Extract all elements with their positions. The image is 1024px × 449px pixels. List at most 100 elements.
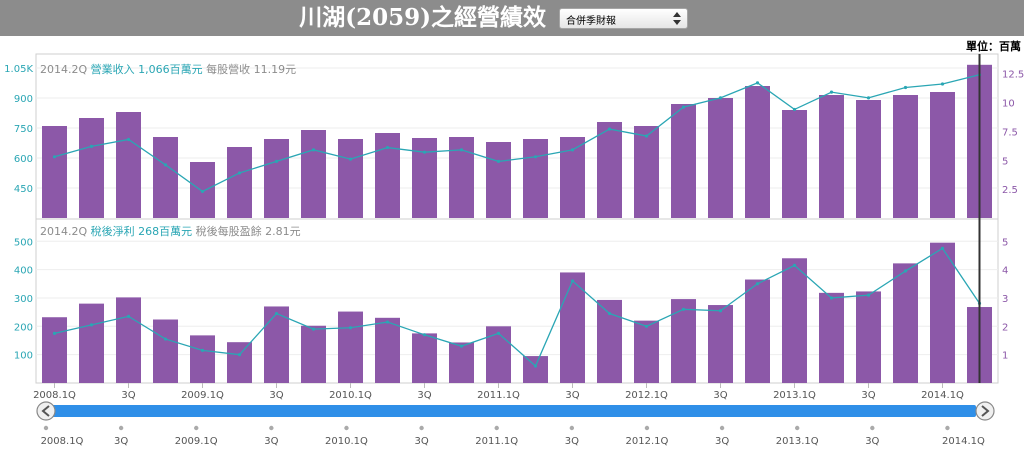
point-每股營收 — [385, 145, 390, 150]
navigator-tick-dot — [494, 425, 499, 431]
navigator-tick-label: 2012.1Q — [626, 436, 669, 447]
point-每股營收 — [644, 134, 649, 138]
point-稅後每股盈餘 — [126, 314, 131, 318]
navigator-tick-label: 3Q — [865, 436, 879, 447]
navigator-tick-label: 2013.1Q — [776, 436, 819, 447]
left-arrow-glyph — [41, 405, 50, 417]
report-type-select[interactable]: 合併季財報 — [559, 8, 688, 29]
point-稅後每股盈餘 — [940, 246, 945, 250]
x-tick-label: 2010.1Q — [329, 390, 372, 401]
point-每股營收 — [348, 157, 353, 161]
point-稅後每股盈餘 — [385, 320, 390, 324]
x-tick-label: 2013.1Q — [773, 390, 816, 401]
y-right-tick-label: 5 — [1002, 237, 1008, 248]
point-稅後每股盈餘 — [681, 307, 686, 311]
bar-營業收入 — [227, 147, 252, 218]
panel1-revenue-per-share-label: 每股營收 11.19元 — [206, 63, 297, 76]
bar-營業收入 — [634, 126, 659, 218]
point-稅後每股盈餘 — [829, 296, 834, 300]
bar-營業收入 — [486, 142, 511, 218]
point-稅後每股盈餘 — [644, 324, 649, 328]
bar-營業收入 — [893, 95, 918, 218]
navigator-tick-label: 2008.1Q — [41, 436, 84, 447]
point-每股營收 — [829, 90, 834, 94]
y-right-tick-label: 5 — [1002, 156, 1008, 167]
point-稅後每股盈餘 — [792, 263, 797, 267]
bar-稅後淨利 — [79, 303, 104, 383]
point-稅後每股盈餘 — [533, 364, 538, 368]
y-left-tick-label: 100 — [14, 351, 33, 362]
navigator-tick-label: 3Q — [414, 436, 428, 447]
bar-稅後淨利 — [671, 299, 696, 383]
bar-稅後淨利 — [190, 335, 215, 383]
navigator-tick-label: 2011.1Q — [475, 436, 518, 447]
bar-稅後淨利 — [42, 317, 67, 383]
unit-label: 單位：百萬 — [966, 40, 1021, 53]
navigator-tick-label: 2010.1Q — [325, 436, 368, 447]
y-left-tick-label: 750 — [14, 124, 33, 135]
point-每股營收 — [792, 107, 797, 112]
point-每股營收 — [422, 150, 427, 154]
bar-營業收入 — [338, 139, 363, 218]
bar-營業收入 — [264, 139, 289, 218]
y-left-tick-label: 900 — [14, 94, 33, 105]
y-right-tick-label: 2 — [1002, 322, 1008, 333]
point-稅後每股盈餘 — [755, 282, 760, 286]
point-每股營收 — [570, 148, 575, 152]
navigator-tick-label: 3Q — [264, 436, 278, 447]
x-tick-label: 2014.1Q — [921, 390, 964, 401]
bar-稅後淨利 — [301, 325, 326, 383]
left-arrow-button[interactable] — [36, 401, 56, 421]
chevron-left-icon[interactable] — [36, 401, 56, 421]
bar-營業收入 — [745, 86, 770, 218]
bar-營業收入 — [153, 137, 178, 218]
bar-稅後淨利 — [264, 306, 289, 383]
bar-稅後淨利 — [634, 320, 659, 383]
x-tick-label: 3Q — [121, 390, 135, 401]
navigator-tick-label: 2009.1Q — [175, 436, 218, 447]
point-每股營收 — [163, 163, 168, 167]
bar-稅後淨利 — [930, 242, 955, 383]
point-稅後每股盈餘 — [570, 279, 575, 283]
x-tick-label: 3Q — [713, 390, 727, 401]
bar-營業收入 — [116, 112, 141, 218]
title-bar: 川湖(2059)之經營績效 合併季財報 — [0, 0, 1024, 36]
navigator-tick-dot — [118, 425, 124, 431]
report-type-value: 合併季財報 — [566, 16, 616, 27]
point-每股營收 — [755, 81, 760, 85]
x-tick-label: 2012.1Q — [625, 390, 668, 401]
bar-稅後淨利 — [782, 258, 807, 383]
navigator-tick-label: 2014.1Q — [942, 436, 985, 447]
y-right-tick-label: 7.5 — [1002, 127, 1018, 138]
y-left-tick-label: 1.05K — [4, 64, 33, 75]
y-right-tick-label: 4 — [1002, 266, 1008, 277]
panel1-period: 2014.2Q — [40, 63, 88, 76]
point-每股營收 — [940, 82, 945, 86]
navigator-tick-label: 3Q — [114, 436, 128, 447]
navigator-tick-label: 3Q — [715, 436, 729, 447]
point-每股營收 — [533, 155, 538, 159]
bar-營業收入 — [819, 95, 844, 218]
point-稅後每股盈餘 — [866, 293, 871, 297]
line-每股營收 — [54, 74, 980, 193]
right-arrow-button[interactable] — [975, 401, 995, 421]
point-每股營收 — [718, 96, 723, 100]
point-每股營收 — [496, 159, 501, 164]
navigator-tick-dot — [945, 425, 950, 431]
right-arrow-glyph — [981, 405, 990, 417]
bar-稅後淨利 — [893, 263, 918, 383]
chevron-right-icon[interactable] — [975, 401, 995, 421]
point-稅後每股盈餘 — [311, 327, 316, 331]
panel1-revenue-label: 營業收入 1,066百萬元 — [90, 63, 203, 76]
navigator-tick-dot — [43, 425, 49, 431]
y-right-tick-label: 12.5 — [1002, 70, 1024, 81]
bar-營業收入 — [671, 104, 696, 218]
point-稅後每股盈餘 — [496, 331, 501, 335]
bar-營業收入 — [523, 139, 548, 218]
navigator-tick-dot — [870, 425, 875, 431]
point-每股營收 — [274, 159, 279, 164]
bar-營業收入 — [301, 130, 326, 218]
bar-稅後淨利 — [449, 342, 474, 383]
select-arrows-icon — [673, 12, 681, 25]
navigator-tick-dot — [795, 425, 800, 431]
